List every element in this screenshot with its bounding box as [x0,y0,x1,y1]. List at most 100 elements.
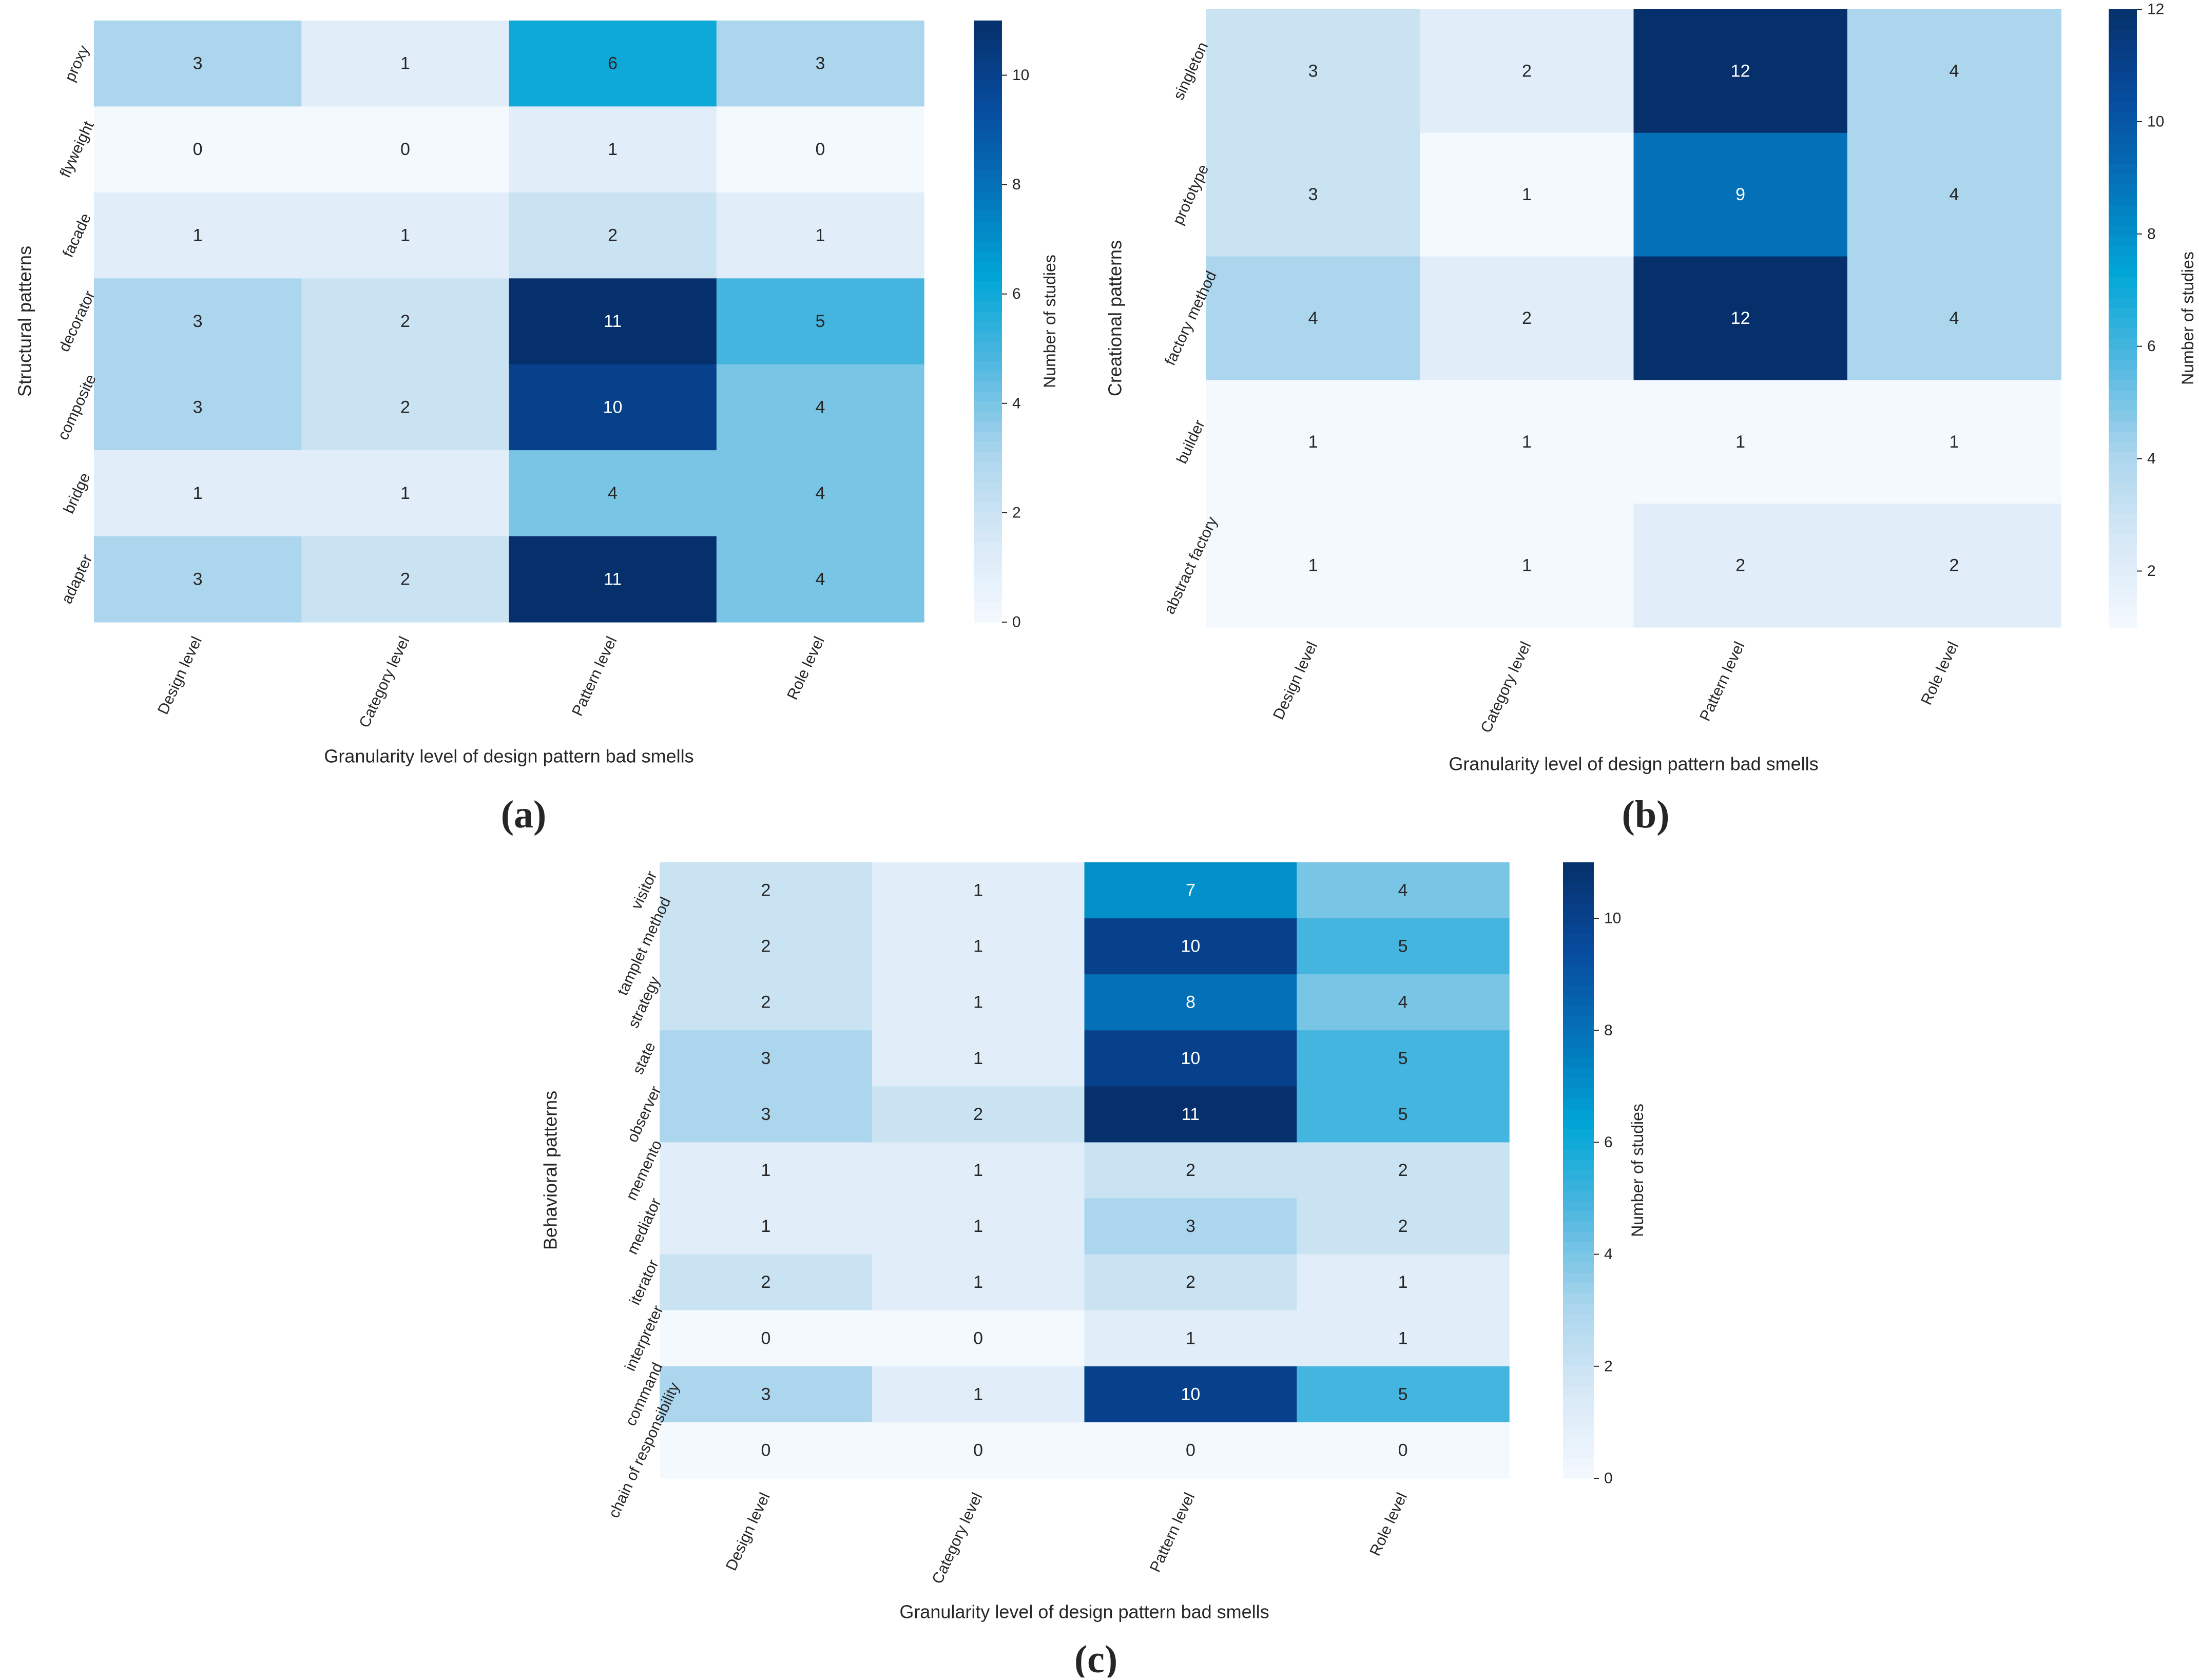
colorbar-segment [974,472,1002,482]
heatmap-cell [872,1086,1085,1143]
cell-value-label: 1 [973,937,983,956]
heatmap-cell [94,192,302,279]
colorbar-segment [2109,606,2137,617]
colorbar-segment [2109,215,2137,226]
heatmap-cell [1084,1366,1297,1423]
colorbar-segment [974,61,1002,71]
row-tick-label: state [629,1039,659,1077]
colorbar-segment [2109,40,2137,51]
heatmap-cell [1084,1198,1297,1255]
colorbar-segment [974,110,1002,122]
colorbar-segment [1563,1427,1594,1438]
colorbar-segment [1563,1211,1594,1222]
column-tick-label: Pattern level [569,634,620,719]
heatmap-cell [301,278,510,365]
colorbar-segment [974,522,1002,532]
colorbar-segment [1563,1283,1594,1294]
colorbar-tick-label: 2 [1604,1358,1613,1375]
row-tick-label: flyweight [56,119,98,180]
heatmap-cell [1420,380,1634,504]
y-axis-label: Behavioral patterns [540,1091,561,1250]
cell-value-label: 4 [815,397,825,417]
colorbar-segment [974,191,1002,202]
cell-value-label: 5 [1398,1384,1408,1404]
column-tick-label: Role level [1366,1490,1411,1558]
colorbar-segment [1563,1386,1594,1397]
heatmap-cell [509,21,717,107]
colorbar-segment [1563,924,1594,935]
colorbar-segment [974,231,1002,242]
row-tick-label: mediator [624,1195,664,1257]
heatmap-cell [716,278,924,365]
colorbar-segment [974,81,1002,91]
colorbar-segment [2109,256,2137,267]
colorbar-segment [1563,1242,1594,1253]
colorbar-segment [1563,1324,1594,1335]
colorbar-segment [2109,616,2137,628]
heatmap-cell [509,450,717,537]
cell-value-label: 3 [193,397,203,417]
cell-value-label: 1 [973,1161,983,1180]
cell-value-label: 1 [1186,1328,1195,1348]
colorbar-segment [2109,545,2137,556]
colorbar-segment [2109,30,2137,41]
colorbar-segment [974,542,1002,552]
colorbar-segment [2109,390,2137,401]
colorbar-segment [974,261,1002,272]
colorbar-segment [1563,1027,1594,1037]
colorbar-segment [2109,555,2137,566]
colorbar-segment [1563,1047,1594,1058]
cell-value-label: 1 [193,226,203,245]
heatmap-cell [1206,504,1420,628]
cell-value-label: 2 [1186,1272,1195,1292]
colorbar-tick-label: 6 [1604,1134,1613,1151]
heatmap-cell [660,918,873,975]
colorbar-segment [1563,1468,1594,1479]
cell-value-label: 0 [400,140,410,159]
colorbar-segment [2109,61,2137,72]
colorbar-segment [974,251,1002,262]
colorbar-segment [2109,205,2137,216]
heatmap-cell [1297,1422,1510,1479]
panel-label: (c) [1074,1638,1117,1677]
colorbar-segment [2109,421,2137,432]
colorbar-segment [974,492,1002,503]
heatmap-cell [1633,504,1848,628]
heatmap-cell [509,536,717,623]
colorbar-segment [1563,1170,1594,1181]
colorbar-segment [1563,1293,1594,1304]
colorbar-tick-label: 6 [2147,338,2156,355]
colorbar-segment [2109,473,2137,484]
colorbar-segment [2109,400,2137,412]
heatmap-cell [872,1198,1085,1255]
cell-value-label: 4 [1308,308,1318,328]
colorbar-segment [2109,20,2137,30]
heatmap-cell [872,1366,1085,1423]
heatmap-cell [660,1310,873,1367]
heatmap-cell [1633,380,1848,504]
colorbar-segment [1563,934,1594,945]
cell-value-label: 3 [1186,1216,1195,1236]
colorbar-segment [974,441,1002,452]
colorbar-segment [974,171,1002,182]
colorbar-segment [974,532,1002,543]
cell-value-label: 9 [1735,185,1745,204]
cell-value-label: 1 [761,1216,770,1236]
colorbar-segment [974,341,1002,352]
colorbar-segment [1563,1355,1594,1366]
colorbar-segment [1563,1201,1594,1212]
colorbar-segment [1563,1098,1594,1109]
cell-value-label: 1 [973,1049,983,1068]
cell-value-label: 1 [973,881,983,900]
colorbar-segment [2109,287,2137,298]
heatmap-cell [1847,256,2061,380]
cell-value-label: 3 [815,54,825,73]
cell-value-label: 3 [1308,185,1318,204]
colorbar-tick-label: 10 [2147,113,2164,130]
colorbar-segment [1563,862,1594,873]
colorbar-segment [2109,225,2137,237]
colorbar-segment [1563,1181,1594,1191]
cell-value-label: 3 [761,1384,770,1404]
heatmap-cell [1206,256,1420,380]
colorbar-segment [974,602,1002,613]
